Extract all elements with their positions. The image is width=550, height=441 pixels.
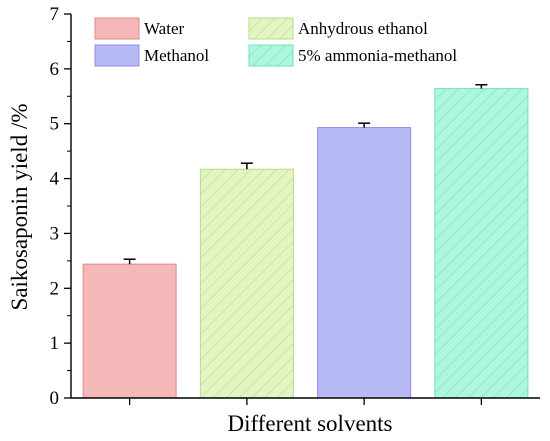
y-tick-label: 4 <box>50 169 60 190</box>
legend-swatch <box>248 17 294 40</box>
y-tick-label: 2 <box>50 278 60 299</box>
axes: 0 1 2 3 4 5 6 7 <box>50 4 540 409</box>
y-tick-label: 5 <box>50 114 60 135</box>
y-tick-label: 0 <box>50 388 60 409</box>
bars-layer <box>82 88 529 399</box>
x-axis-title: Different solvents <box>227 411 392 436</box>
y-tick-label: 1 <box>50 333 60 354</box>
legend-swatch <box>94 44 140 67</box>
bar <box>317 127 412 399</box>
legend-swatch <box>94 17 140 40</box>
bar <box>434 88 529 399</box>
legend-label: Anhydrous ethanol <box>298 19 428 38</box>
legend: Water Anhydrous ethanol Methanol 5% ammonia… <box>94 17 457 67</box>
y-axis-title: Saikosaponin yield /% <box>7 104 32 311</box>
y-tick-label: 3 <box>50 223 60 244</box>
bar <box>82 263 177 399</box>
legend-label: 5% ammonia-methanol <box>298 46 457 65</box>
y-tick-label: 6 <box>50 59 60 80</box>
y-tick-label: 7 <box>50 4 60 25</box>
bar <box>199 168 294 399</box>
legend-label: Water <box>144 19 184 38</box>
legend-label: Methanol <box>144 46 209 65</box>
error-bars-layer <box>123 84 488 265</box>
legend-swatch <box>248 44 294 67</box>
